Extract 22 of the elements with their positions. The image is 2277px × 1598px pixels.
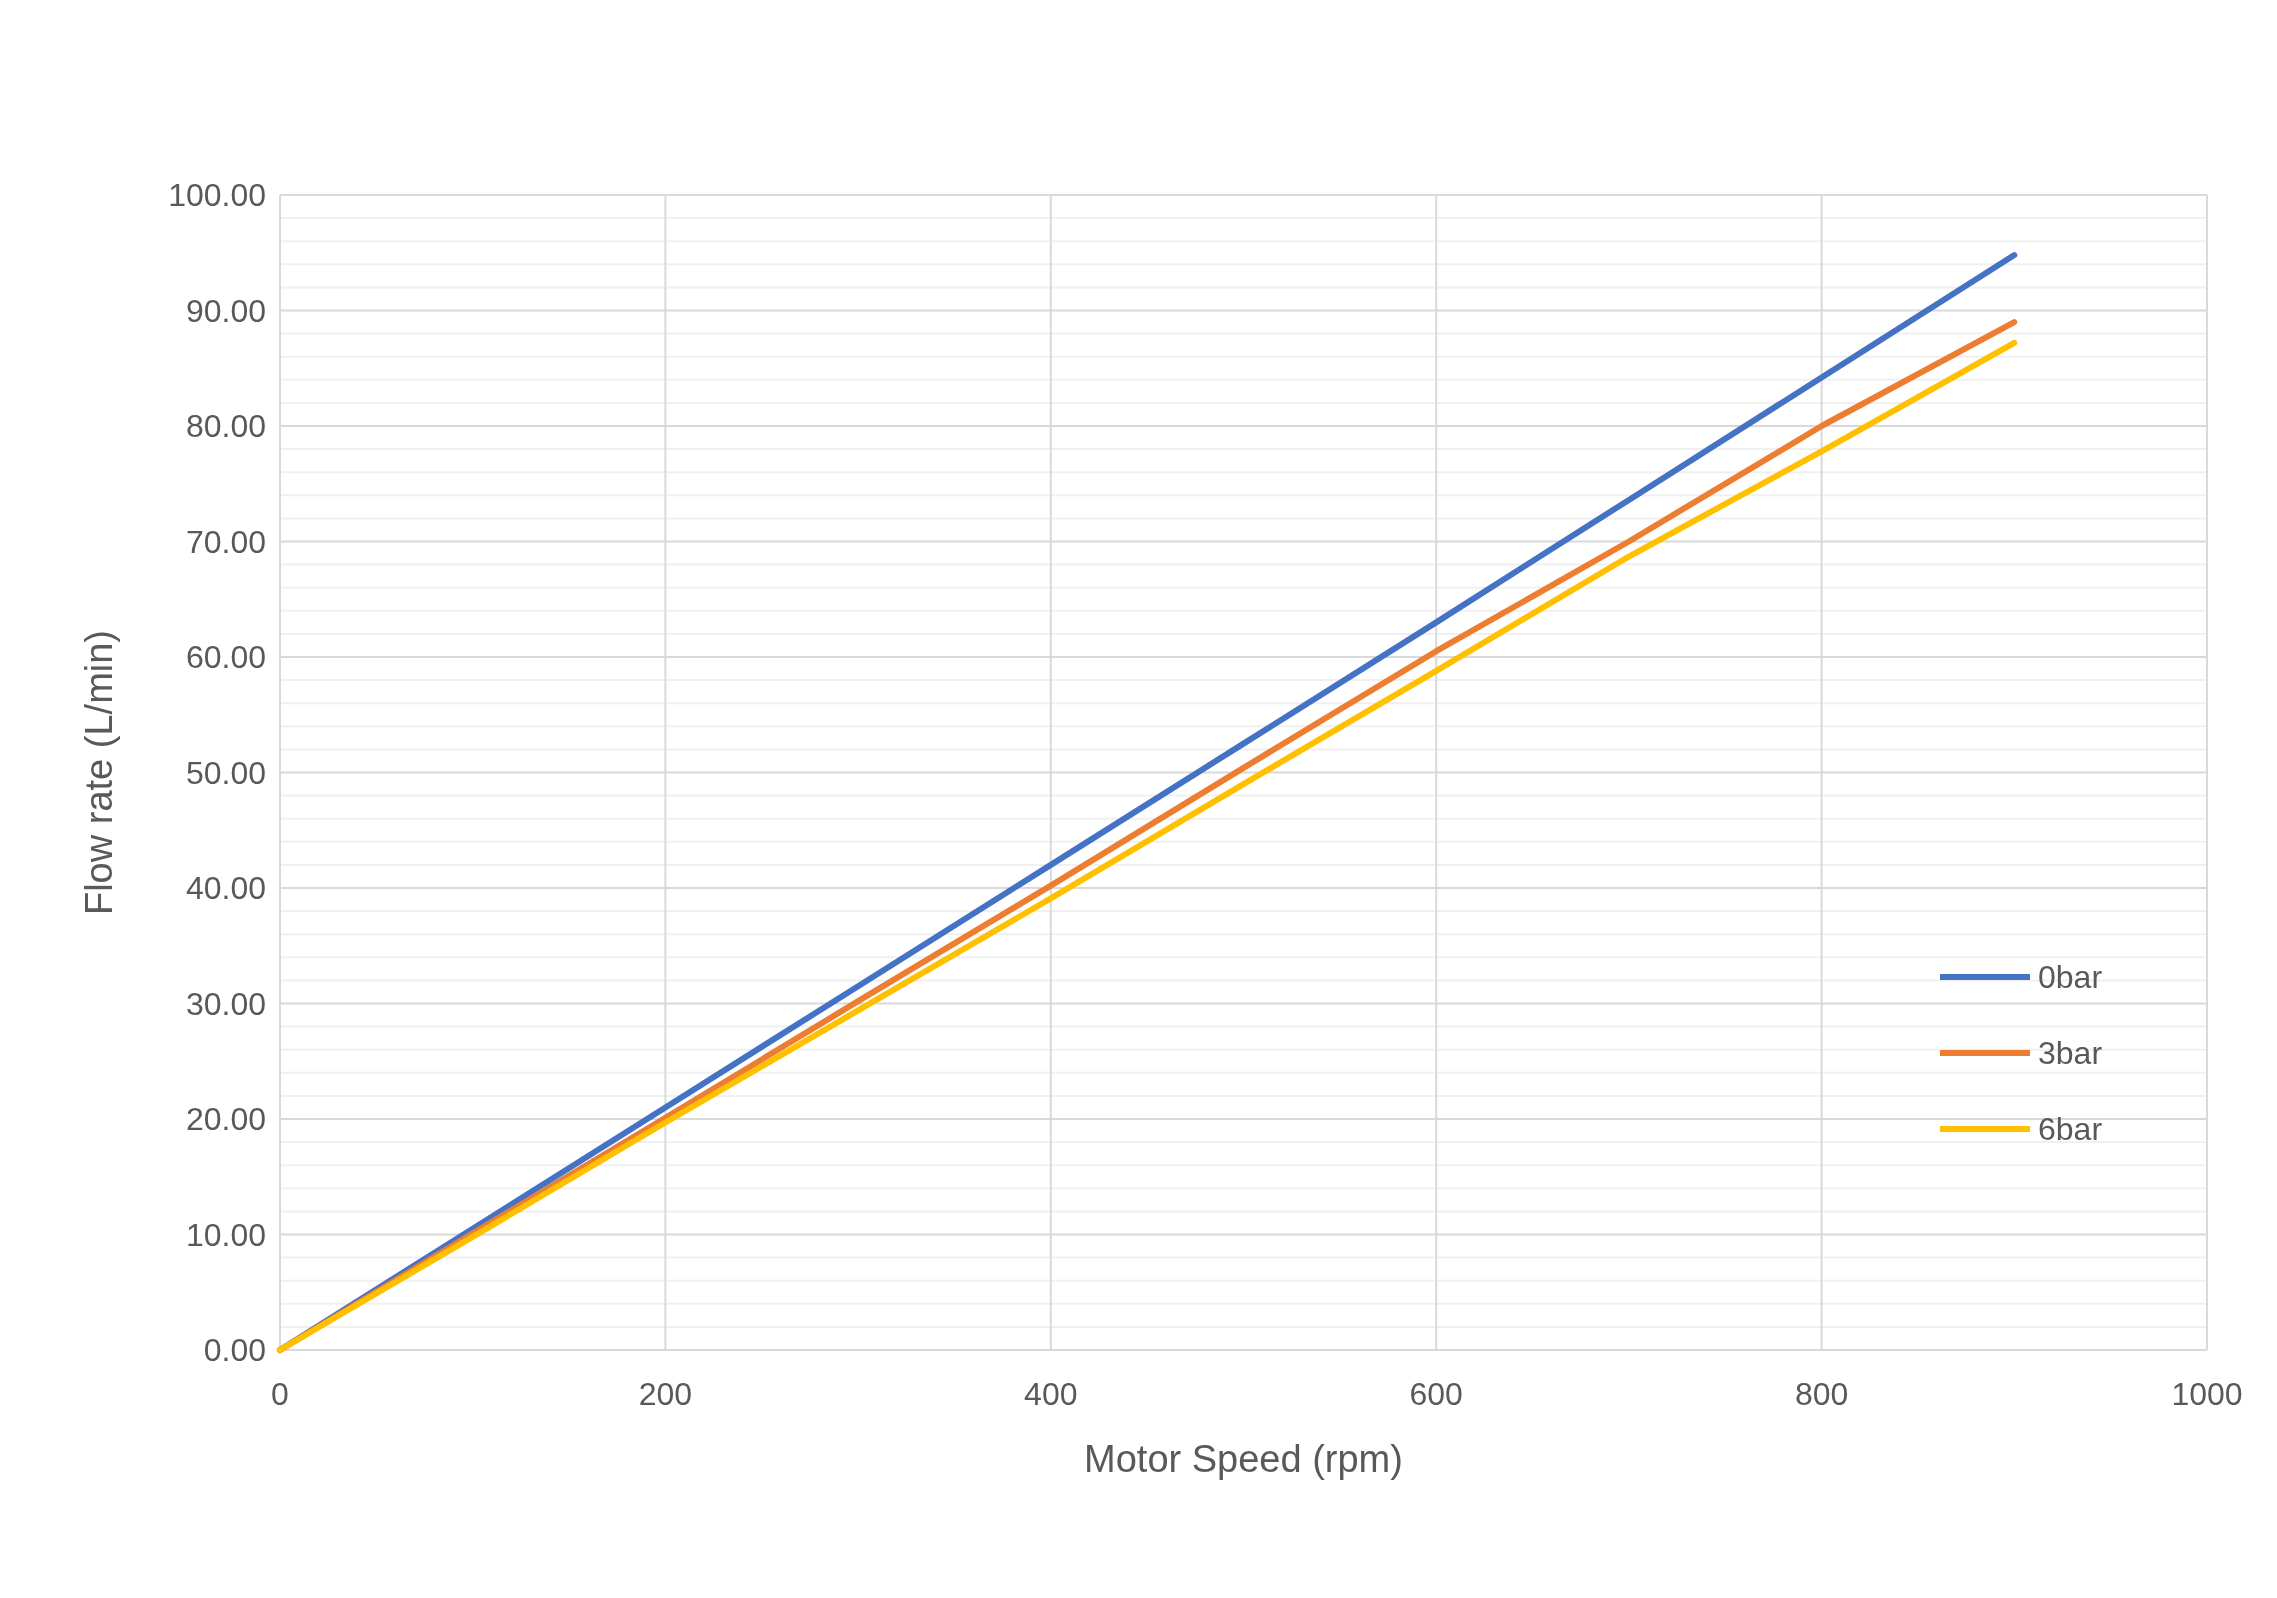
x-tick-label: 0 — [271, 1376, 289, 1412]
y-tick-label: 90.00 — [185, 292, 266, 329]
x-tick-label: 800 — [1794, 1376, 1849, 1412]
legend-label: 6bar — [2038, 1111, 2103, 1148]
y-tick-label: 10.00 — [185, 1216, 266, 1253]
x-tick-label: 1000 — [2171, 1376, 2243, 1412]
x-tick-label: 200 — [638, 1376, 693, 1412]
y-tick-label: 20.00 — [185, 1101, 266, 1138]
legend-label: 0bar — [2038, 959, 2103, 996]
y-tick-label: 30.00 — [185, 985, 266, 1022]
y-tick-label: 80.00 — [185, 408, 266, 445]
legend-label: 3bar — [2038, 1035, 2103, 1072]
y-tick-label: 40.00 — [185, 870, 266, 907]
x-tick-label: 600 — [1409, 1376, 1463, 1412]
y-tick-label: 100.00 — [168, 177, 266, 214]
y-tick-label: 50.00 — [185, 754, 266, 791]
y-axis-title: Flow rate (L/min) — [78, 629, 120, 916]
y-tick-label: 0.00 — [203, 1332, 266, 1369]
y-tick-label: 60.00 — [185, 639, 266, 676]
y-tick-label: 70.00 — [185, 523, 266, 560]
x-tick-label: 400 — [1024, 1376, 1078, 1412]
x-axis-title: Motor Speed (rpm) — [1084, 1438, 1403, 1480]
